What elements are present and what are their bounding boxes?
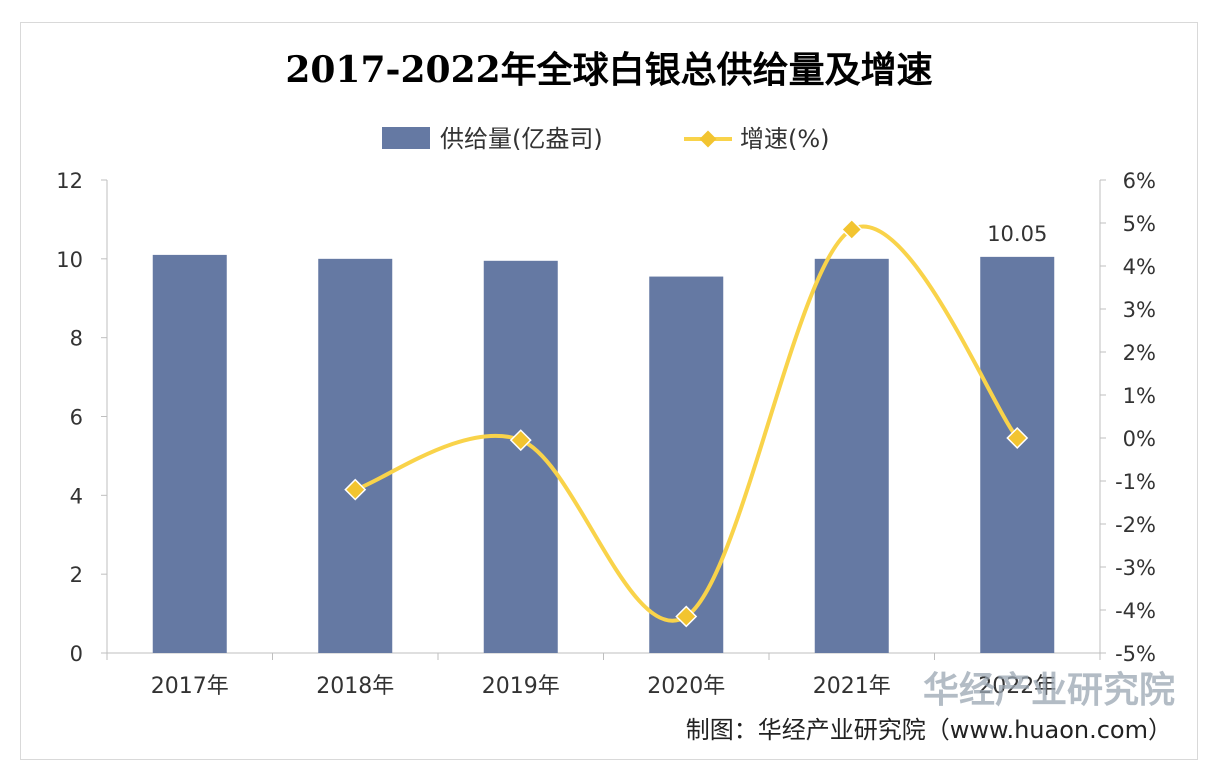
y-left-tick-label: 8 bbox=[70, 327, 83, 351]
bar-supply bbox=[152, 254, 227, 653]
y-left-tick-label: 2 bbox=[70, 563, 83, 587]
growth-point bbox=[675, 605, 698, 628]
growth-point bbox=[840, 218, 863, 241]
y-left-tick-label: 4 bbox=[70, 484, 83, 508]
y-right-tick-label: 3% bbox=[1123, 298, 1156, 322]
bar-supply bbox=[980, 256, 1055, 653]
axes: 0 2 4 6 8 10 12 -5% -4% -3% -2% -1% 0% 1% 2% 3% 4% 5% 6% 20… bbox=[56, 169, 1156, 699]
data-label-supply: 10.05 bbox=[987, 222, 1047, 246]
y-right-tick-label: -5% bbox=[1115, 642, 1156, 666]
y-right-tick-label: -1% bbox=[1115, 470, 1156, 494]
growth-point bbox=[509, 429, 532, 452]
x-tick-label: 2019年 bbox=[482, 674, 560, 699]
growth-point bbox=[1006, 427, 1029, 449]
legend-swatch-supply bbox=[382, 127, 430, 149]
y-left-tick-label: 12 bbox=[56, 169, 83, 193]
legend: 供给量(亿盎司) 增速(%) bbox=[382, 125, 830, 153]
data-labels: 10.05 bbox=[987, 222, 1047, 246]
legend-label-growth: 增速(%) bbox=[740, 125, 830, 153]
x-tick-label: 2021年 bbox=[813, 674, 891, 699]
bar-supply bbox=[483, 260, 558, 653]
bars bbox=[152, 254, 1055, 653]
bar-supply bbox=[318, 258, 393, 653]
y-left-tick-label: 6 bbox=[70, 406, 83, 430]
chart-frame bbox=[20, 22, 1198, 760]
y-right-tick-label: 0% bbox=[1123, 427, 1156, 451]
y-right-tick-label: 6% bbox=[1123, 169, 1156, 193]
chart-credit: 制图：华经产业研究院（www.huaon.com） bbox=[686, 716, 1172, 744]
legend-marker-growth bbox=[699, 130, 717, 148]
y-right-tick-label: 5% bbox=[1123, 212, 1156, 236]
y-right-tick-label: -2% bbox=[1115, 513, 1156, 537]
x-tick-label: 2020年 bbox=[647, 674, 725, 699]
growth-line bbox=[344, 218, 1029, 628]
bar-supply bbox=[649, 276, 724, 653]
x-tick-label: 2017年 bbox=[151, 674, 229, 699]
y-left-tick-label: 10 bbox=[56, 248, 83, 272]
y-right-tick-label: -3% bbox=[1115, 556, 1156, 580]
y-left-tick-label: 0 bbox=[70, 642, 83, 666]
y-right-tick-label: -4% bbox=[1115, 599, 1156, 623]
legend-label-supply: 供给量(亿盎司) bbox=[440, 125, 603, 153]
x-tick-label: 2018年 bbox=[316, 674, 394, 699]
y-right-tick-label: 4% bbox=[1123, 255, 1156, 279]
x-tick-label: 2022年 bbox=[978, 674, 1056, 699]
growth-point bbox=[344, 478, 367, 501]
watermark-text: 华经产业研究院 bbox=[923, 670, 1175, 711]
chart-title: 2017-2022年全球白银总供给量及增速 bbox=[285, 49, 932, 91]
growth-line-path bbox=[354, 224, 1019, 623]
y-right-tick-label: 1% bbox=[1123, 384, 1156, 408]
y-right-tick-label: 2% bbox=[1123, 341, 1156, 365]
bar-supply bbox=[814, 258, 889, 653]
